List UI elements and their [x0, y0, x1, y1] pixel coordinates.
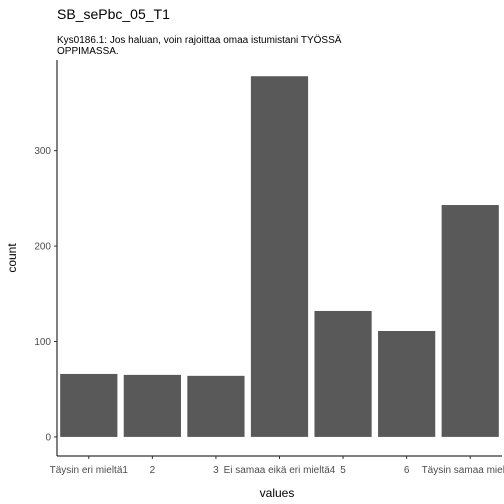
bar-4 [250, 76, 309, 437]
bar-6 [378, 331, 436, 437]
y-tick-label: 0 [45, 432, 51, 443]
bar-3 [187, 375, 245, 437]
bar-5 [314, 310, 372, 437]
plot-area [60, 76, 499, 437]
chart-title: SB_sePbc_05_T1 [57, 6, 170, 22]
chart-subtitle-line-2: OPPIMASSA. [57, 46, 119, 57]
y-axis-ticks: 0 100 200 300 [34, 146, 57, 443]
x-tick-label: Ei samaa eikä eri mieltä4 [224, 465, 336, 476]
x-tick-label: 3 [213, 465, 219, 476]
y-axis-title: count [5, 243, 19, 273]
x-tick-label: Täysin samaa mieltä7 [422, 465, 504, 476]
x-axis-title: values [260, 486, 295, 500]
x-tick-label: 5 [340, 465, 346, 476]
x-tick-label: 2 [150, 465, 156, 476]
x-tick-label: 6 [404, 465, 410, 476]
y-tick-label: 100 [34, 337, 51, 348]
chart-subtitle-line-1: Kys0186.1: Jos haluan, voin rajoittaa om… [57, 34, 342, 46]
y-tick-label: 200 [34, 242, 51, 253]
bar-2 [123, 374, 181, 437]
x-axis-ticks: Täysin eri mieltä1 2 3 Ei samaa eikä eri mi… [50, 456, 504, 476]
x-tick-label: Täysin eri mieltä1 [50, 465, 129, 476]
bar-7 [441, 205, 499, 437]
bar-1 [60, 373, 118, 437]
y-tick-label: 300 [34, 146, 51, 157]
